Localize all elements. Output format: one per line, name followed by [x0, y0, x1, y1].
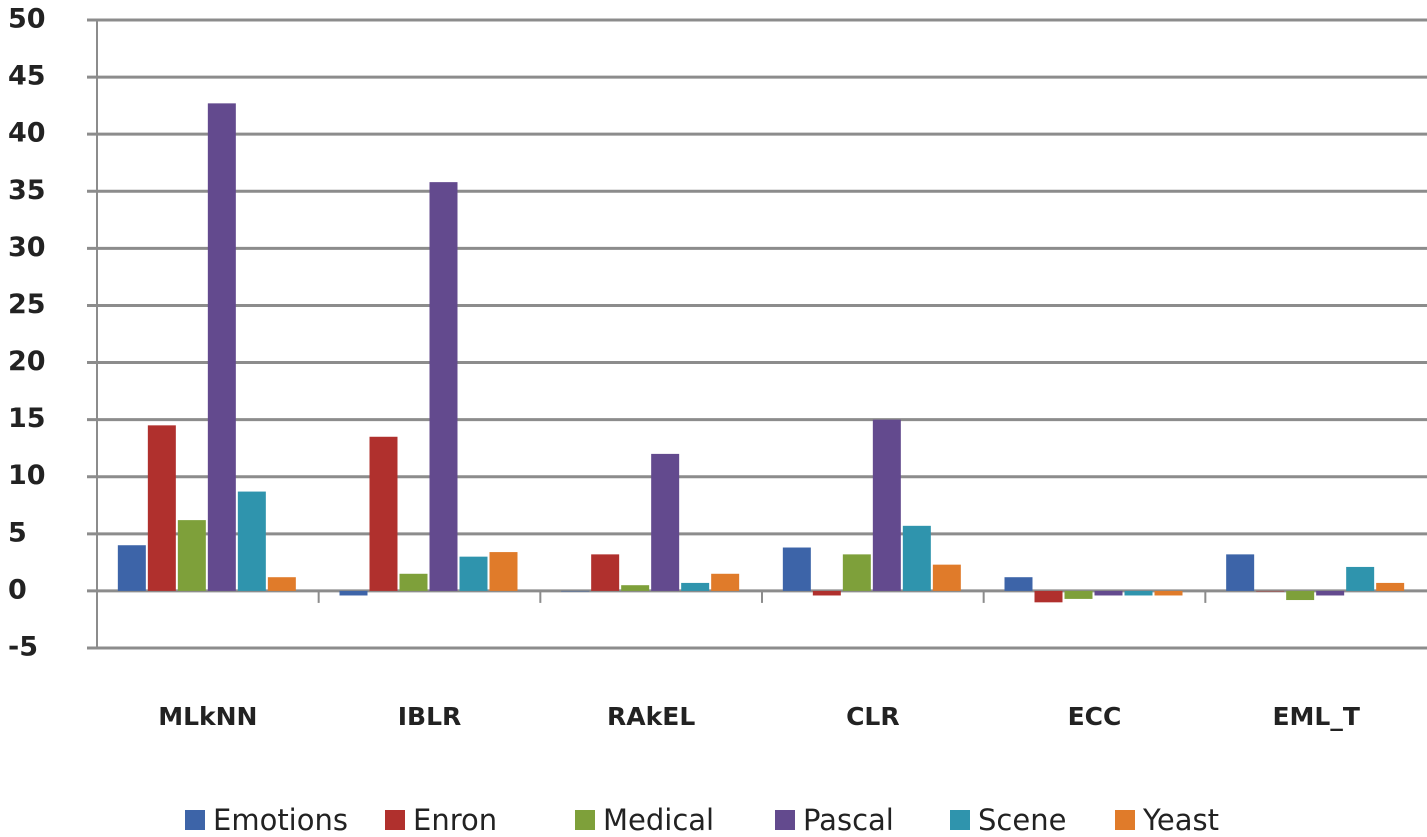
bar [339, 590, 368, 596]
bar [902, 525, 931, 591]
bar [782, 547, 811, 591]
bar [872, 419, 901, 591]
bar [207, 103, 236, 591]
bar [369, 436, 398, 591]
legend-swatch [775, 810, 795, 830]
bar [399, 573, 428, 591]
legend-label: Emotions [213, 803, 348, 837]
x-tick-label: RAkEL [607, 702, 695, 731]
legend-label: Yeast [1142, 803, 1219, 837]
y-tick-label: 0 [8, 574, 27, 605]
legend-swatch [1115, 810, 1135, 830]
legend-swatch [385, 810, 405, 830]
legend-label: Scene [978, 803, 1066, 837]
legend-label: Medical [603, 803, 714, 837]
legend-label: Pascal [803, 803, 894, 837]
bar [1124, 590, 1153, 596]
bar [711, 573, 740, 591]
y-tick-label: 50 [8, 4, 46, 35]
bar [1286, 590, 1315, 601]
y-tick-label: -5 [8, 632, 38, 663]
bar [812, 590, 841, 596]
bar [1256, 590, 1285, 592]
bar [1004, 577, 1033, 591]
legend-swatch [575, 810, 595, 830]
x-tick-label: IBLR [398, 702, 462, 731]
y-tick-label: 40 [8, 118, 46, 149]
legend-label: Enron [413, 803, 497, 837]
y-tick-label: 15 [8, 403, 46, 434]
bar [561, 590, 590, 592]
bar [651, 453, 680, 591]
bar [1064, 590, 1093, 599]
bar [621, 585, 650, 591]
x-tick-label: CLR [846, 702, 900, 731]
bar [1094, 590, 1123, 596]
bar [1346, 566, 1375, 591]
x-tick-label: EML_T [1272, 702, 1359, 731]
bar [489, 552, 518, 591]
bar [429, 182, 458, 591]
bar [842, 554, 871, 591]
bar [1034, 590, 1063, 603]
y-tick-label: 20 [8, 346, 46, 377]
bar [177, 520, 206, 591]
legend-swatch [185, 810, 205, 830]
x-tick-label: MLkNN [158, 702, 257, 731]
bar [1376, 582, 1405, 591]
bar [1154, 590, 1183, 596]
bar [1226, 554, 1255, 591]
bar [237, 491, 266, 591]
y-tick-label: 30 [8, 232, 46, 263]
y-tick-label: 45 [8, 61, 46, 92]
y-tick-label: 35 [8, 175, 46, 206]
y-tick-label: 5 [8, 517, 27, 548]
bar [591, 554, 620, 591]
bar [1316, 590, 1345, 596]
bar [117, 545, 146, 591]
x-tick-label: ECC [1068, 702, 1122, 731]
bar [147, 425, 176, 591]
legend-swatch [950, 810, 970, 830]
bar [681, 582, 710, 591]
bar [932, 564, 961, 591]
bar [459, 556, 488, 591]
y-tick-label: 25 [8, 289, 46, 320]
y-tick-label: 10 [8, 460, 46, 491]
bar [267, 577, 296, 591]
